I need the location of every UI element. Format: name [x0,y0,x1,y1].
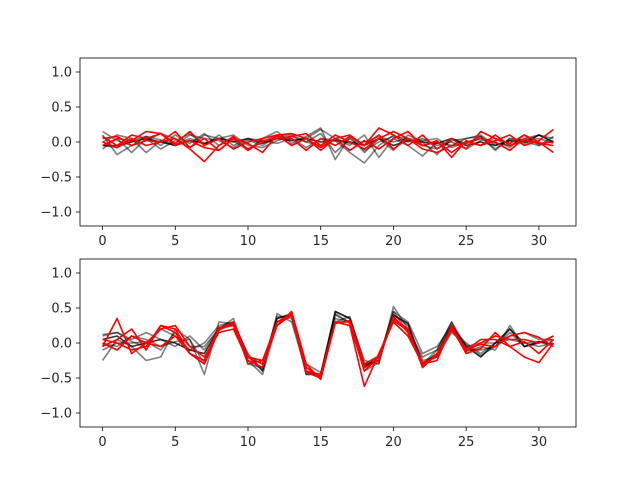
y-tick-label: −1.0 [40,206,72,221]
series-line-9 [102,130,554,163]
x-tick-label: 0 [98,234,106,249]
y-tick-label: 1.0 [51,267,72,282]
x-tick-label: 15 [312,234,329,249]
y-tick-label: 0.5 [51,302,72,317]
series-line-7 [102,127,554,154]
x-tick-label: 25 [458,234,475,249]
x-tick-label: 30 [531,234,548,249]
series-line-6 [102,310,554,376]
x-tick-label: 25 [458,435,475,450]
x-tick-label: 0 [98,435,106,450]
axes-1: 0 5 10 15 20 25 30 −1.0 −0.5 0.0 0.5 1.0 [40,57,577,249]
y-tick-label: −1.0 [40,407,72,422]
series-line-10 [102,130,554,159]
x-tick-label: 5 [171,435,179,450]
x-tick-label: 20 [385,234,402,249]
x-tick-label: 20 [385,435,402,450]
y-tick-label: 0.5 [51,101,72,116]
axes-2: 0 5 10 15 20 25 30 −1.0 −0.5 0.0 0.5 1.0 [40,258,577,450]
x-tick-label: 5 [171,234,179,249]
x-tick-label: 10 [240,234,257,249]
y-tick-label: 1.0 [51,66,72,81]
x-tick-label: 30 [531,435,548,450]
series-line-10 [102,314,554,379]
x-tick-label: 10 [240,435,257,450]
y-tick-label: 0.0 [51,337,72,352]
y-tick-label: 0.0 [51,136,72,151]
x-tick-label: 15 [312,435,329,450]
y-tick-label: −0.5 [40,171,72,186]
y-tick-label: −0.5 [40,372,72,387]
